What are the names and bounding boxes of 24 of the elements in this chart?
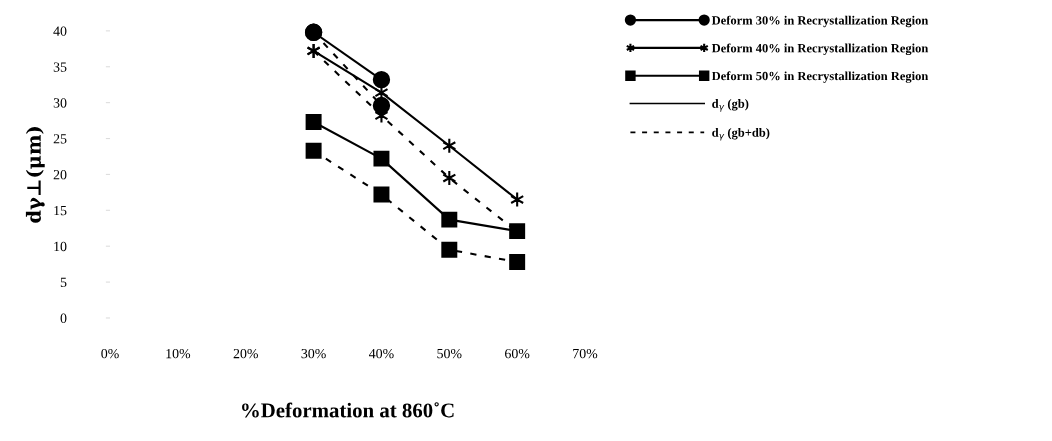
- y-tick-label: 35: [53, 62, 67, 72]
- y-tick-label: 20: [53, 170, 67, 180]
- x-tick-label: 50%: [437, 348, 462, 359]
- text: d$_{γ}$ (gb+db): [712, 127, 770, 141]
- legend-label: Deform 50% in Recrystallization Region: [711, 71, 929, 83]
- y-tick-label: 25: [53, 134, 67, 144]
- y-tick-label: 0: [60, 313, 67, 323]
- y-axis-title: dγ⊥(μm): [25, 127, 45, 223]
- x-tick-label: 0%: [101, 348, 119, 359]
- x-tick-label: 10%: [166, 348, 191, 359]
- x-tick-label: 40%: [369, 348, 394, 359]
- legend-label: Deform 30% in Recrystallization Region: [711, 15, 929, 28]
- y-tick-label: 30: [53, 98, 67, 108]
- legend-label: Deform 40% in Recrystallization Region: [711, 43, 929, 56]
- y-tick-label: 15: [54, 205, 67, 216]
- y-tick-label: 40: [53, 26, 67, 36]
- x-tick-label: 20%: [233, 348, 258, 359]
- y-tick-label: 5: [60, 277, 67, 288]
- x-tick-label: 30%: [301, 348, 326, 359]
- x-tick-label: 70%: [573, 348, 598, 359]
- text: d$_{γ}$ (gb): [712, 99, 749, 112]
- y-tick-label: 10: [54, 241, 67, 252]
- x-tick-label: 60%: [505, 348, 530, 359]
- x-axis-title: %Deformation at 860˚C: [242, 402, 454, 418]
